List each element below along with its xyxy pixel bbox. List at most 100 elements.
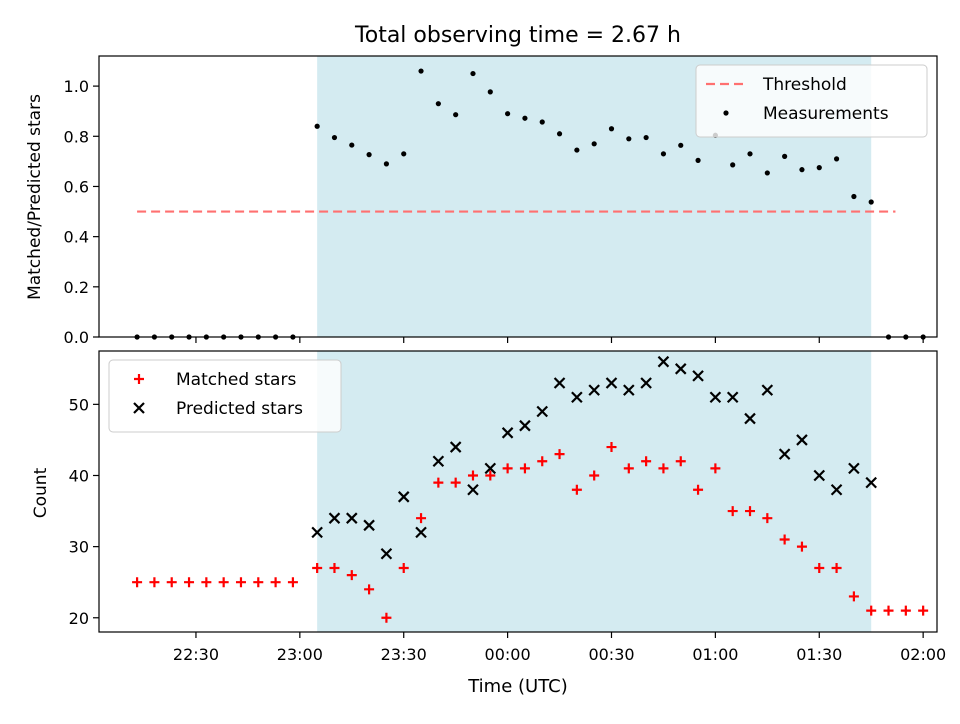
data-point <box>745 506 756 517</box>
data-point <box>574 147 580 153</box>
data-point <box>556 131 563 137</box>
data-point <box>851 193 857 200</box>
data-point <box>449 441 462 453</box>
bottom-panel-y-axis-label: Count <box>31 467 51 518</box>
data-point <box>435 101 441 107</box>
bottom-panel-y-tick-label: 40 <box>69 466 89 485</box>
data-point <box>695 157 701 163</box>
legend-box <box>695 64 928 138</box>
data-point <box>900 605 911 616</box>
data-point <box>606 442 617 453</box>
data-point <box>539 119 545 125</box>
data-point <box>730 162 736 168</box>
data-point <box>166 577 177 588</box>
x-tick-label: 01:00 <box>692 645 738 664</box>
data-point <box>485 470 496 481</box>
data-point <box>692 370 704 382</box>
data-point <box>536 405 549 418</box>
data-point <box>623 463 634 474</box>
x-tick-label: 02:00 <box>900 645 946 664</box>
data-point <box>778 448 791 460</box>
top-panel-y-tick-label: 0.6 <box>64 177 89 196</box>
data-point <box>416 513 427 524</box>
data-point <box>349 142 355 148</box>
data-point <box>314 123 320 129</box>
data-point <box>831 562 842 573</box>
top-panel-y-tick-label: 0.0 <box>64 328 89 347</box>
data-point <box>253 577 264 588</box>
data-point <box>693 484 704 495</box>
data-point <box>331 134 338 141</box>
bottom-panel-y-tick-label: 50 <box>69 395 89 414</box>
data-point <box>450 477 461 488</box>
data-point <box>814 562 825 573</box>
data-point <box>346 570 357 581</box>
data-point <box>397 491 410 503</box>
x-tick-label: 23:00 <box>277 645 323 664</box>
data-point <box>709 391 722 404</box>
data-point <box>383 161 390 167</box>
data-point <box>675 456 686 467</box>
legend-label: Measurements <box>763 104 889 124</box>
data-point <box>553 377 566 389</box>
data-point <box>487 89 493 95</box>
data-point <box>453 112 459 118</box>
data-point <box>328 512 341 524</box>
data-point <box>484 462 497 475</box>
data-point <box>235 577 246 588</box>
data-point <box>830 483 843 496</box>
data-point <box>501 427 514 439</box>
data-point <box>660 151 667 157</box>
top-panel-y-tick-label: 0.8 <box>64 127 89 146</box>
data-point <box>764 170 770 176</box>
bottom-panel-series-predicted-stars <box>311 355 877 560</box>
bottom-panel-y-tick-label: 30 <box>69 538 89 557</box>
legend-swatch-predicted-stars <box>133 402 145 414</box>
data-point <box>432 455 445 468</box>
data-point <box>363 519 375 532</box>
top-panel-y-tick-label: 0.4 <box>64 228 89 247</box>
data-point <box>346 512 358 524</box>
data-point <box>799 167 805 173</box>
data-point <box>401 151 407 157</box>
data-point <box>571 391 583 404</box>
data-point <box>726 391 739 404</box>
x-tick-label: 01:30 <box>796 645 842 664</box>
data-point <box>311 526 323 539</box>
data-point <box>184 577 195 588</box>
data-point <box>467 483 479 496</box>
data-point <box>762 513 773 524</box>
x-tick-label: 22:30 <box>173 645 219 664</box>
legend-swatch-matched-stars <box>134 374 144 384</box>
legend-label: Predicted stars <box>176 399 303 419</box>
data-point <box>415 526 427 539</box>
chart-title: Total observing time = 2.67 h <box>354 23 681 48</box>
top-panel-y-axis-label: Matched/Predicted stars <box>25 94 45 300</box>
data-point <box>848 591 859 602</box>
legend-label: Matched stars <box>176 370 296 390</box>
data-point <box>866 605 877 616</box>
data-point <box>727 506 738 517</box>
data-point <box>522 115 528 121</box>
legend-box <box>108 359 342 433</box>
data-point <box>201 577 212 588</box>
top-panel-frame <box>98 55 938 338</box>
data-point <box>571 484 582 495</box>
data-point <box>918 605 929 616</box>
data-point <box>747 151 753 157</box>
data-point <box>796 541 807 552</box>
data-point <box>381 612 392 623</box>
data-point <box>883 605 894 616</box>
data-point <box>657 355 670 368</box>
data-point <box>640 377 652 389</box>
data-point <box>761 384 774 396</box>
top-panel-y-tick-label: 1.0 <box>64 77 89 96</box>
data-point <box>833 156 840 162</box>
data-point <box>868 199 874 205</box>
data-point <box>658 463 669 474</box>
data-point <box>380 547 393 560</box>
bottom-panel-observing-window <box>317 351 872 632</box>
x-axis-label: Time (UTC) <box>467 676 568 697</box>
data-point <box>813 469 826 482</box>
data-point <box>366 152 372 158</box>
